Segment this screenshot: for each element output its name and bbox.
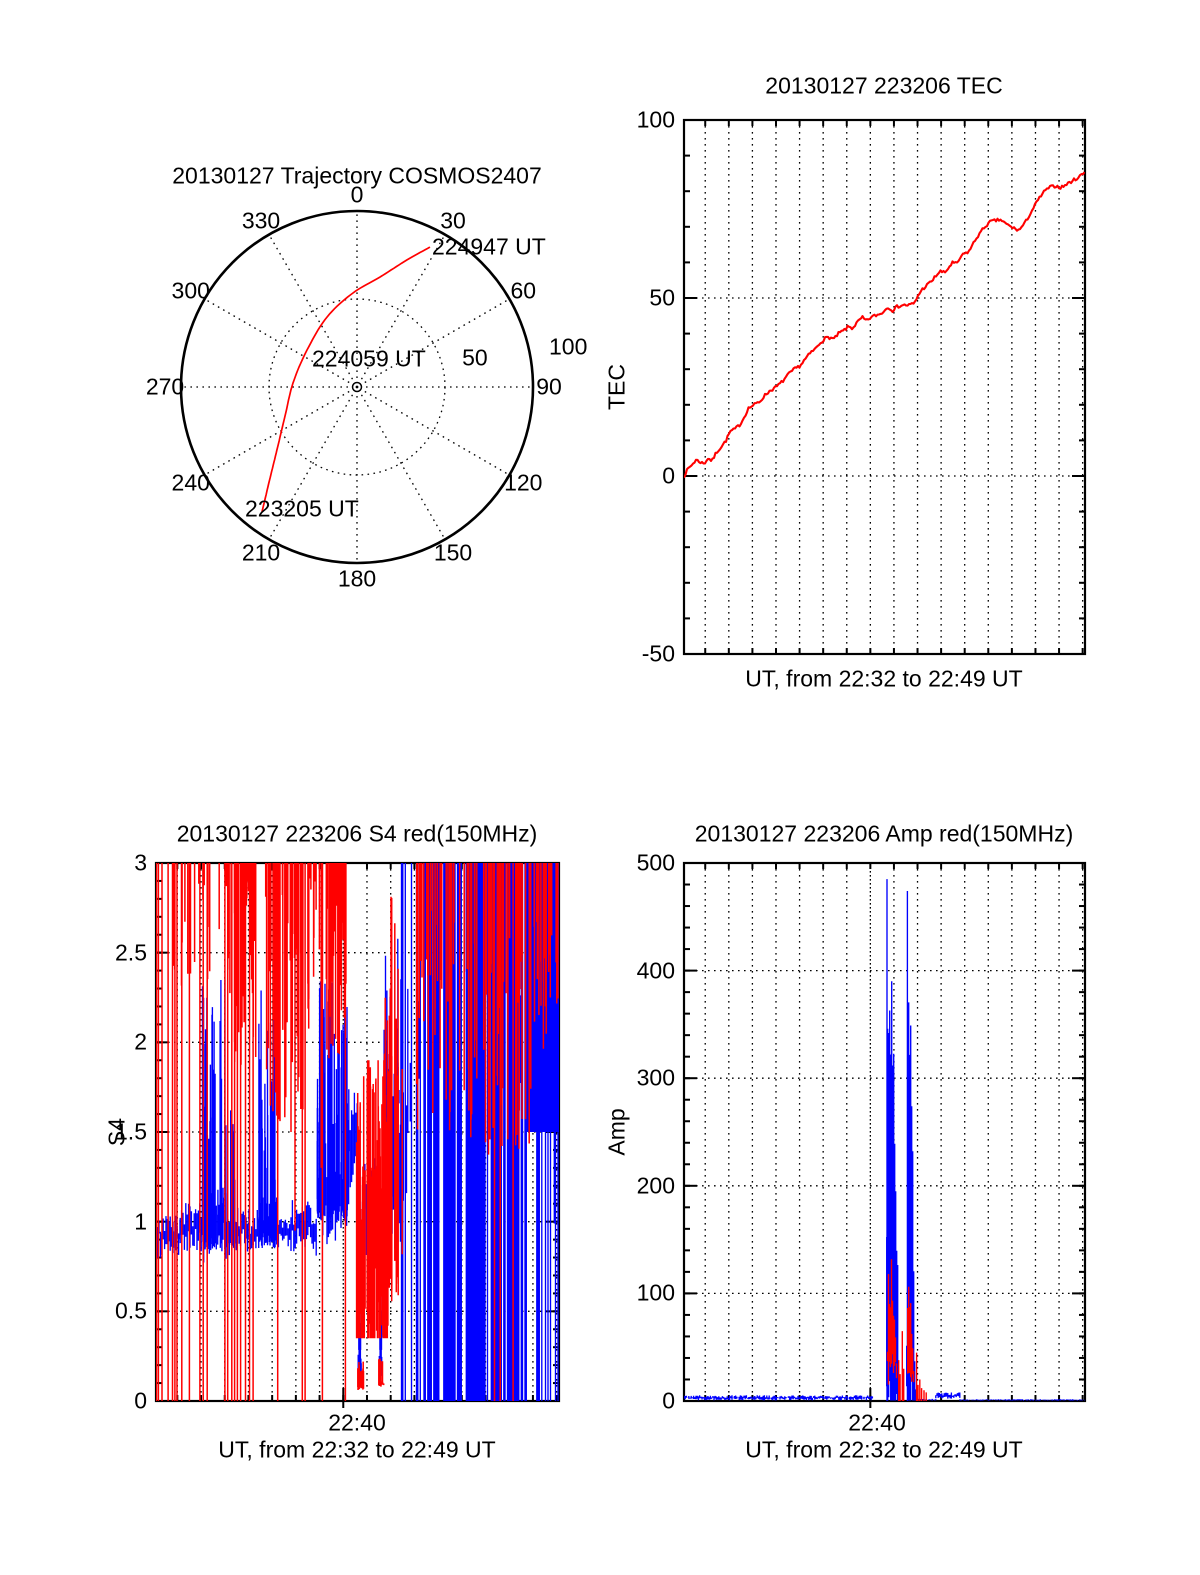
amp-axes	[682, 861, 1087, 1408]
amp-x-axis-label: UT, from 22:32 to 22:49 UT	[745, 1436, 1023, 1463]
s4-y-tick-label: 2	[134, 1028, 147, 1055]
s4-y-tick-label: 1.5	[115, 1118, 147, 1145]
tec-axes	[682, 118, 1087, 656]
amp-y-tick-label: 0	[662, 1387, 675, 1414]
amp-y-tick-label: 100	[636, 1279, 675, 1306]
polar-plot-title: 20130127 Trajectory COSMOS2407	[172, 162, 542, 189]
amp-x-tick-label: 22:40	[848, 1409, 906, 1436]
trajectory-start-annotation: 223205 UT	[245, 495, 359, 522]
s4-plot-title: 20130127 223206 S4 red(150MHz)	[176, 820, 538, 847]
radial-label: 50	[462, 344, 488, 371]
amp-y-axis-label: Amp	[603, 1108, 630, 1156]
amp-y-tick-label: 500	[636, 849, 675, 876]
s4-x-tick-label: 22:40	[328, 1409, 386, 1436]
s4-y-tick-label: 0.5	[115, 1297, 147, 1324]
tec-curve	[684, 171, 1085, 479]
s4-y-tick-label: 3	[134, 849, 147, 876]
tec-y-tick-label: 100	[636, 106, 675, 133]
amp-series	[684, 879, 1085, 1401]
azimuth-label: 300	[171, 277, 210, 304]
s4-y-tick-label: 2.5	[115, 939, 147, 966]
s4-x-axis-label: UT, from 22:32 to 22:49 UT	[218, 1436, 496, 1463]
tec-y-axis-label: TEC	[603, 364, 630, 410]
amp-y-tick-label: 400	[636, 957, 675, 984]
tec-y-tick-label: 0	[662, 462, 675, 489]
azimuth-label: 90	[536, 373, 562, 400]
amp-y-tick-label: 200	[636, 1172, 675, 1199]
azimuth-label: 180	[337, 565, 377, 592]
azimuth-label: 210	[241, 539, 281, 566]
trajectory-mid-annotation: 224059 UT	[312, 345, 426, 372]
amp-plot-title: 20130127 223206 Amp red(150MHz)	[694, 820, 1074, 847]
s4-series	[156, 863, 559, 1401]
trajectory-end-annotation: 224947 UT	[432, 233, 546, 260]
azimuth-label: 60	[510, 277, 537, 304]
s4-y-tick-label: 1	[134, 1208, 147, 1235]
s4-y-tick-label: 0	[134, 1387, 147, 1414]
trajectory-plot	[179, 209, 535, 565]
amp-y-tick-label: 300	[636, 1064, 675, 1091]
tec-y-tick-label: 50	[649, 284, 675, 311]
tec-y-tick-label: -50	[641, 640, 675, 667]
azimuth-label: 150	[433, 539, 473, 566]
radial-label: 100	[549, 333, 588, 360]
azimuth-label: 240	[171, 469, 210, 496]
azimuth-label: 0	[350, 181, 364, 208]
azimuth-label: 30	[440, 207, 466, 234]
tec-x-axis-label: UT, from 22:32 to 22:49 UT	[745, 665, 1023, 692]
azimuth-label: 270	[145, 373, 185, 400]
azimuth-label: 120	[504, 469, 543, 496]
tec-plot-title: 20130127 223206 TEC	[765, 72, 1003, 99]
azimuth-label: 330	[241, 207, 281, 234]
